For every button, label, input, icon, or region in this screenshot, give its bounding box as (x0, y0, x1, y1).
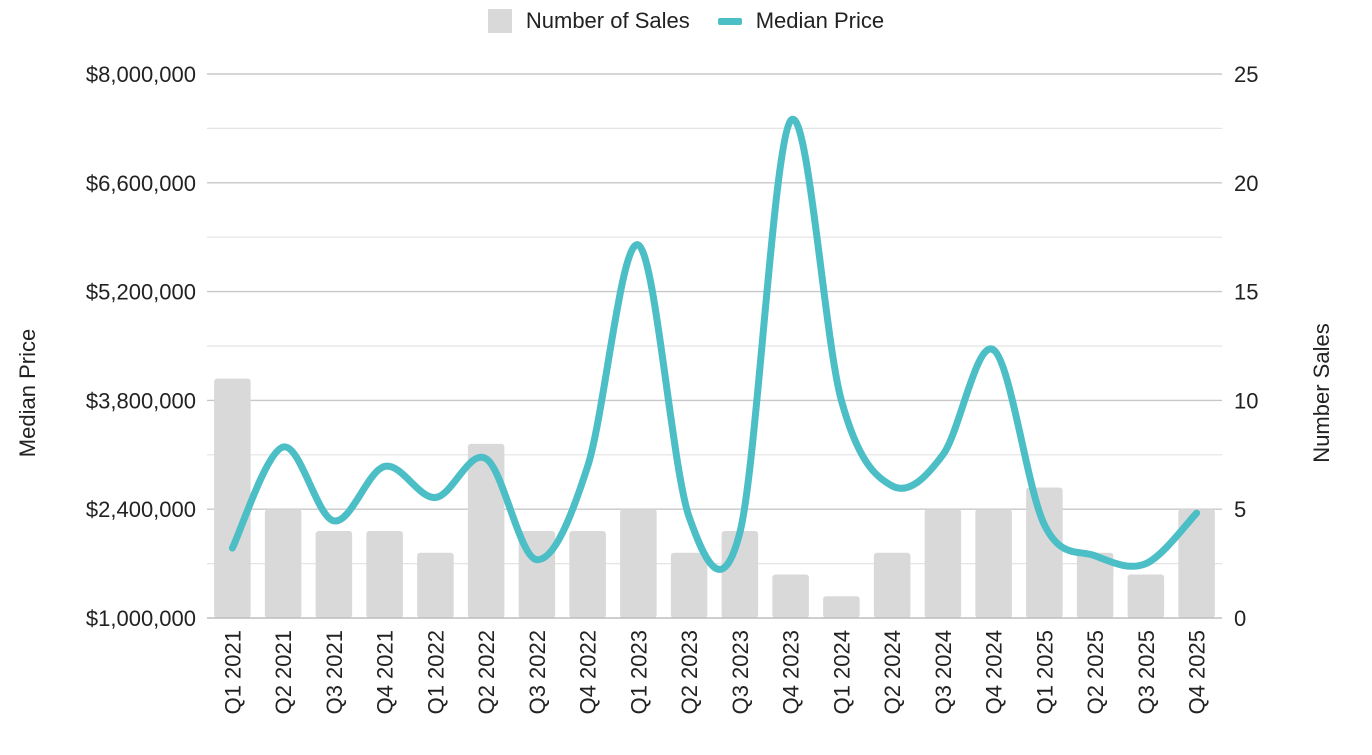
bar-q4-2025 (1178, 509, 1215, 618)
bar-q4-2023 (772, 574, 809, 618)
bar-q3-2025 (1127, 574, 1165, 618)
x-tick-label: Q2 2025 (1083, 630, 1108, 714)
bar-q4-2024 (975, 509, 1012, 618)
x-tick-label: Q4 2024 (982, 630, 1007, 714)
x-tick-label: Q1 2023 (626, 630, 651, 714)
bar-q2-2024 (873, 552, 911, 618)
bar-q2-2023 (670, 552, 708, 618)
x-tick-label: Q4 2021 (373, 630, 398, 714)
legend-label-number-of-sales: Number of Sales (525, 8, 690, 33)
bar-series (214, 378, 1215, 618)
left-tick-label: $1,000,000 (86, 606, 196, 631)
bar-q1-2024 (823, 596, 860, 618)
legend-label-median-price: Median Price (755, 8, 885, 33)
x-tick-label: Q2 2024 (880, 630, 905, 714)
x-tick-label: Q3 2024 (931, 630, 956, 714)
right-tick-label: 5 (1234, 497, 1246, 522)
right-tick-label: 20 (1234, 171, 1258, 196)
x-tick-label: Q1 2025 (1032, 630, 1057, 714)
x-axis-labels: Q1 2021 Q2 2021 Q3 2021 Q4 2021 Q1 2022 Q2 20… (220, 630, 1209, 714)
bar-q3-2021 (315, 530, 353, 618)
x-tick-label: Q3 2022 (525, 630, 550, 714)
x-tick-label: Q2 2022 (474, 630, 499, 714)
median-price-points (232, 120, 1197, 564)
x-tick-label: Q1 2024 (829, 630, 854, 714)
bar-q4-2021 (366, 530, 403, 618)
bar-q1-2022 (417, 552, 454, 618)
x-tick-label: Q4 2022 (576, 630, 601, 714)
bar-q2-2025 (1076, 552, 1114, 618)
legend-item-median-price: Median Price (717, 8, 885, 34)
x-tick-label: Q3 2023 (728, 630, 753, 714)
legend-swatch-bar (487, 9, 512, 33)
x-tick-label: Q1 2021 (220, 630, 245, 714)
chart-legend: Number of Sales Median Price (0, 8, 1372, 34)
x-tick-label: Q2 2023 (677, 630, 702, 714)
right-tick-label: 15 (1234, 280, 1258, 305)
bar-q4-2022 (569, 530, 606, 618)
right-tick-label: 0 (1234, 606, 1246, 631)
x-tick-label: Q2 2021 (271, 630, 296, 714)
x-tick-label: Q4 2025 (1185, 630, 1210, 714)
left-axis-ticks: $1,000,000 $2,400,000 $3,800,000 $5,200,000… (86, 62, 196, 631)
x-tick-label: Q3 2021 (322, 630, 347, 714)
bar-q1-2021 (214, 378, 251, 618)
x-tick-label: Q1 2022 (423, 630, 448, 714)
bar-q2-2022 (467, 443, 505, 618)
left-tick-label: $2,400,000 (86, 497, 196, 522)
right-axis-ticks: 0 5 10 15 20 25 (1234, 62, 1258, 631)
left-tick-label: $5,200,000 (86, 280, 196, 305)
right-tick-label: 10 (1234, 388, 1258, 413)
bar-q2-2021 (264, 509, 302, 618)
bar-q3-2024 (924, 509, 962, 618)
left-tick-label: $3,800,000 (86, 388, 196, 413)
left-tick-label: $6,600,000 (86, 171, 196, 196)
median-price-line (228, 115, 1201, 573)
bar-q1-2025 (1026, 487, 1063, 618)
left-tick-label: $8,000,000 (86, 62, 196, 87)
legend-swatch-line (717, 17, 742, 25)
right-tick-label: 25 (1234, 62, 1258, 87)
legend-item-number-of-sales: Number of Sales (487, 8, 690, 34)
bar-q1-2023 (620, 509, 657, 618)
x-tick-label: Q3 2025 (1134, 630, 1159, 714)
x-tick-label: Q4 2023 (779, 630, 804, 714)
